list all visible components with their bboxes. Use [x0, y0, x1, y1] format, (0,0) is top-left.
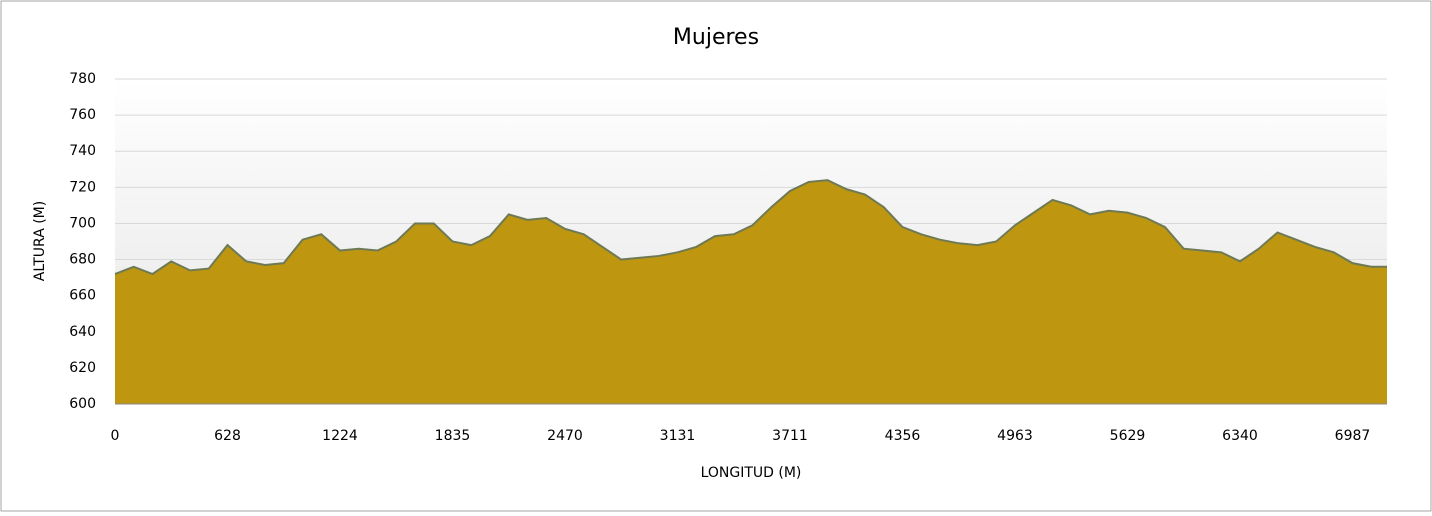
y-tick-label: 760 — [69, 107, 96, 123]
y-tick-label: 680 — [69, 252, 96, 268]
x-tick-label: 0 — [111, 428, 120, 444]
x-tick-label: 4356 — [885, 428, 921, 444]
x-tick-label: 3131 — [660, 428, 696, 444]
x-tick-label: 1835 — [435, 428, 471, 444]
x-tick-label: 4963 — [997, 428, 1033, 444]
y-tick-label: 700 — [69, 215, 96, 231]
x-tick-label: 1224 — [322, 428, 358, 444]
area-outline — [114, 179, 1387, 276]
chart-title: Mujeres — [673, 25, 759, 50]
y-tick-label: 720 — [69, 179, 96, 195]
y-tick-label: 640 — [69, 324, 96, 340]
y-tick-label: 620 — [69, 360, 96, 376]
y-tick-label: 660 — [69, 288, 96, 304]
y-tick-label: 600 — [69, 396, 96, 412]
y-tick-label: 780 — [69, 71, 96, 87]
y-tick-label: 740 — [69, 143, 96, 159]
area — [115, 180, 1387, 404]
x-tick-label: 6987 — [1335, 428, 1371, 444]
x-tick-label: 628 — [214, 428, 241, 444]
x-tick-label: 6340 — [1222, 428, 1258, 444]
x-tick-label: 5629 — [1110, 428, 1146, 444]
y-axis-label: ALTURA (M) — [32, 201, 48, 281]
x-axis-label: LONGITUD (M) — [701, 465, 802, 481]
x-tick-label: 3711 — [772, 428, 808, 444]
x-tick-label: 2470 — [547, 428, 583, 444]
